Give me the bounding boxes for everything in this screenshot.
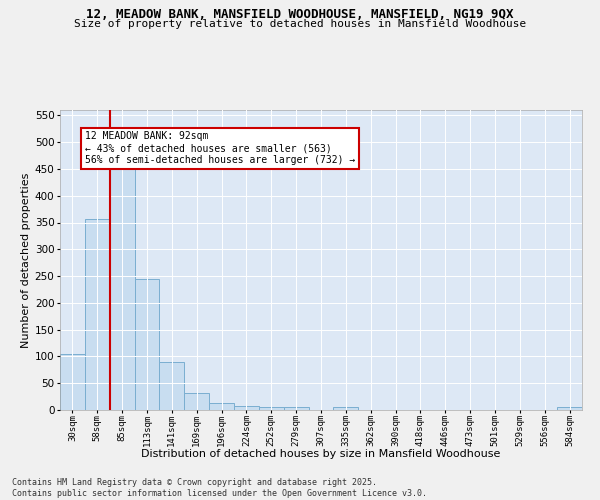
Text: Contains HM Land Registry data © Crown copyright and database right 2025.
Contai: Contains HM Land Registry data © Crown c…	[12, 478, 427, 498]
Bar	[184, 393, 209, 410]
Bar	[334, 408, 358, 410]
Bar	[557, 408, 582, 410]
Bar	[259, 407, 284, 410]
Bar	[134, 279, 160, 410]
Bar	[60, 354, 85, 410]
Bar	[234, 406, 259, 410]
Text: 12, MEADOW BANK, MANSFIELD WOODHOUSE, MANSFIELD, NG19 9QX: 12, MEADOW BANK, MANSFIELD WOODHOUSE, MA…	[86, 8, 514, 20]
Bar	[160, 362, 184, 410]
Text: 12 MEADOW BANK: 92sqm
← 43% of detached houses are smaller (563)
56% of semi-det: 12 MEADOW BANK: 92sqm ← 43% of detached …	[85, 132, 355, 164]
Y-axis label: Number of detached properties: Number of detached properties	[20, 172, 31, 348]
X-axis label: Distribution of detached houses by size in Mansfield Woodhouse: Distribution of detached houses by size …	[142, 449, 500, 459]
Text: Size of property relative to detached houses in Mansfield Woodhouse: Size of property relative to detached ho…	[74, 19, 526, 29]
Bar	[85, 219, 110, 410]
Bar	[110, 165, 134, 410]
Bar	[209, 403, 234, 410]
Bar	[284, 408, 308, 410]
